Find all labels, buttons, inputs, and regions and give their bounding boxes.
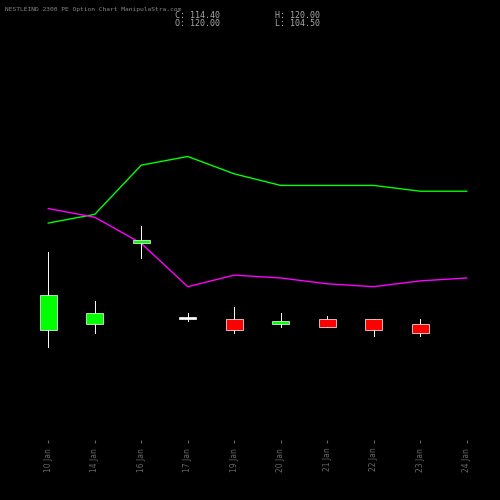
Bar <box>40 296 56 330</box>
Bar <box>226 318 242 330</box>
Text: H: 120.00: H: 120.00 <box>275 11 320 20</box>
Bar <box>272 322 289 324</box>
Bar <box>180 317 196 318</box>
Text: O: 120.00: O: 120.00 <box>175 18 220 28</box>
Bar <box>412 324 428 333</box>
Text: NESTLEIND 2300 PE Option Chart ManipulaStra.com: NESTLEIND 2300 PE Option Chart ManipulaS… <box>5 8 181 12</box>
Bar <box>366 318 382 330</box>
Bar <box>86 312 103 324</box>
Text: L: 104.50: L: 104.50 <box>275 18 320 28</box>
Bar <box>133 240 150 244</box>
Text: C: 114.40: C: 114.40 <box>175 11 220 20</box>
Bar <box>319 318 336 327</box>
